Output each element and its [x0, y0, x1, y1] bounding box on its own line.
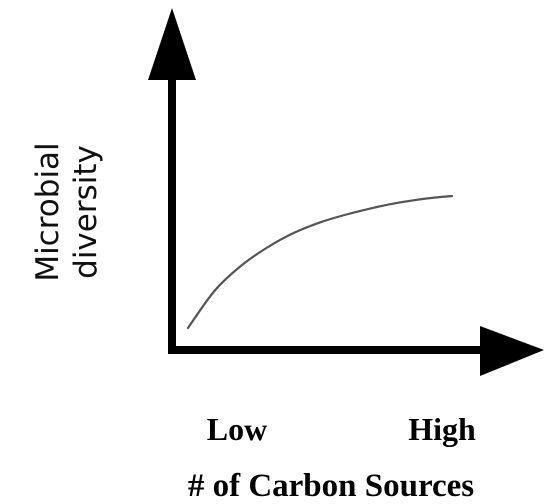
y-axis-arrowhead — [148, 8, 196, 80]
x-axis-label: # of Carbon Sources — [188, 468, 474, 504]
x-axis-arrowhead — [480, 326, 544, 376]
x-tick-label-high: High — [408, 411, 476, 447]
y-axis — [148, 8, 196, 350]
x-tick-label-low: Low — [207, 411, 267, 447]
y-axis-label-line-2: diversity — [68, 145, 104, 279]
series-line — [186, 194, 454, 330]
y-axis-label: Microbial diversity — [30, 142, 104, 281]
x-axis — [168, 326, 544, 376]
y-axis-label-line-1: Microbial — [30, 142, 66, 281]
